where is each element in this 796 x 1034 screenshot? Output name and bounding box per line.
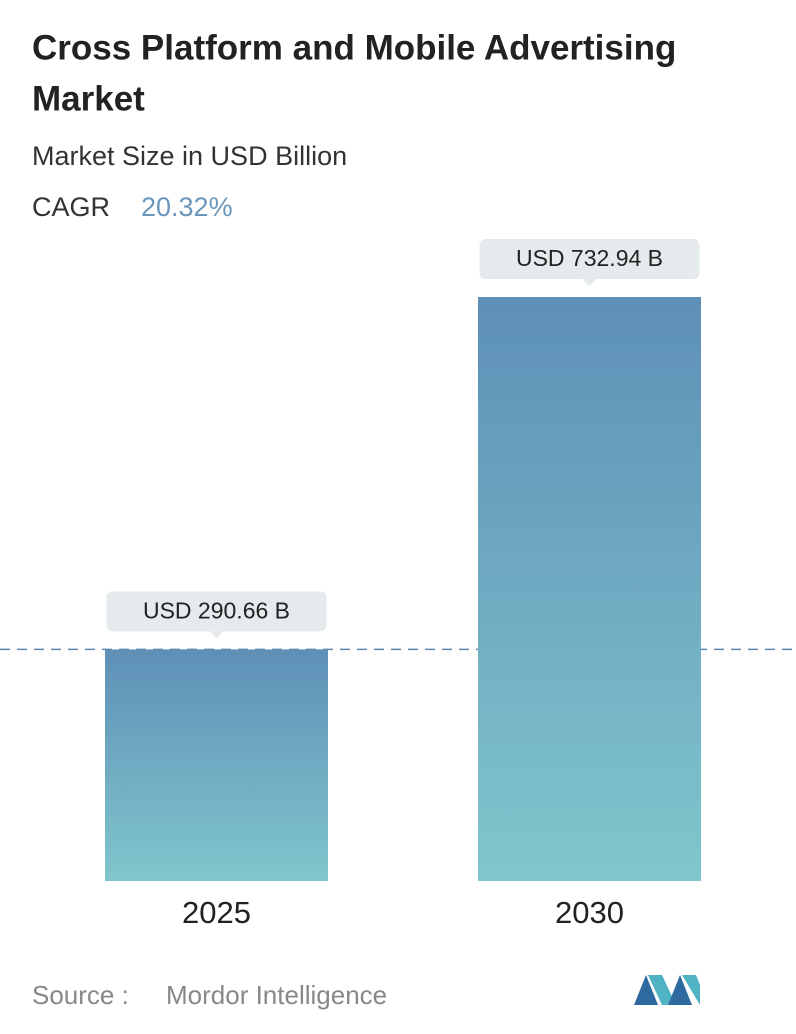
source-label: Source :: [32, 980, 129, 1010]
value-label-pointer: [582, 279, 597, 286]
bar: [478, 297, 701, 881]
cagr-value: 20.32%: [141, 192, 233, 222]
x-tick-label: 2030: [555, 895, 624, 930]
subtitle: Market Size in USD Billion: [32, 141, 347, 171]
chart-title: Cross Platform and Mobile Advertising: [32, 28, 676, 67]
source: Mordor Intelligence: [166, 980, 387, 1010]
bar: [105, 649, 328, 881]
chart-title: Market: [32, 79, 145, 118]
value-label-box: [106, 591, 327, 632]
plot: USD 290.66 B 2025 USD 732.94 B 2030: [0, 239, 796, 930]
logo: [634, 975, 700, 1005]
value-label: USD 290.66 B: [143, 597, 290, 623]
value-label-pointer: [209, 631, 224, 639]
value-label-box: [479, 239, 700, 279]
cagr-label: CAGR: [32, 192, 110, 222]
x-tick-label: 2025: [182, 895, 251, 930]
value-label: USD 732.94 B: [516, 245, 663, 271]
